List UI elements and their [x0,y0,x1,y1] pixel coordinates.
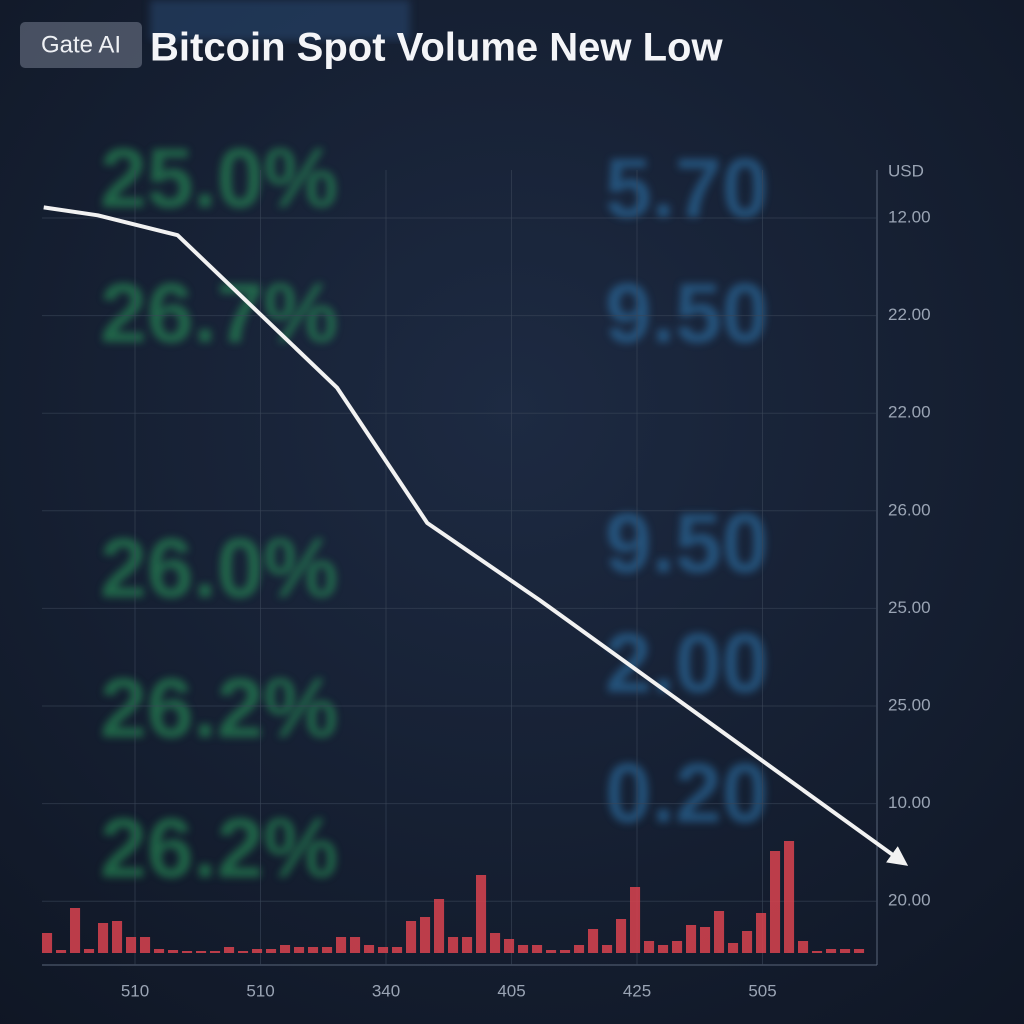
volume-bar [560,950,571,953]
badge: Gate AI [41,31,121,58]
x-tick-label: 510 [246,981,274,1000]
volume-bar [406,921,417,953]
volume-bar [280,945,291,953]
y-tick-label: 25.00 [888,695,931,714]
volume-bar [42,933,53,953]
volume-bar [308,947,319,953]
volume-bar [392,947,403,953]
volume-bar [798,941,809,953]
bg-text: 26.0% [100,521,338,615]
volume-bar [770,851,781,953]
volume-bar [658,945,669,953]
volume-bar [56,950,67,953]
bg-text: 5.70 [605,141,769,235]
volume-bar [140,937,151,953]
y-unit: USD [888,161,924,180]
x-tick-label: 405 [497,981,525,1000]
volume-bar [714,911,725,953]
bg-text: 9.50 [605,266,769,360]
volume-bar [266,949,277,953]
volume-bar [700,927,711,953]
volume-bar [644,941,655,953]
volume-bar [742,931,753,953]
volume-bar [672,941,683,953]
volume-bar [756,913,767,953]
volume-bar [420,917,431,953]
volume-bar [462,937,473,953]
volume-bar [364,945,375,953]
volume-bar [630,887,641,953]
bg-text: 26.2% [100,801,338,895]
volume-bar [434,899,445,953]
volume-bar [504,939,515,953]
price-line [43,205,909,866]
badge-box [20,22,142,68]
bg-text: 9.50 [605,496,769,590]
chart-title: Bitcoin Spot Volume New Low [150,26,723,70]
volume-bar [126,937,137,953]
y-tick-label: 25.00 [888,598,931,617]
volume-bar [224,947,235,953]
volume-bar [378,947,389,953]
x-tick-label: 425 [623,981,651,1000]
volume-bar [322,947,333,953]
volume-bar [70,908,81,953]
volume-bar [546,950,557,953]
bg-glow [150,0,410,40]
volume-bar [588,929,599,953]
bg-text: 26.7% [100,266,338,360]
bg-text: 25.0% [100,131,338,225]
x-tick-label: 510 [121,981,149,1000]
volume-bar [518,945,529,953]
volume-bar [686,925,697,953]
volume-bar [84,949,95,953]
x-tick-label: 505 [748,981,776,1000]
volume-bar [448,937,459,953]
volume-bar [476,875,487,953]
volume-bar [728,943,739,953]
volume-bar [490,933,501,953]
volume-bar [196,951,207,953]
y-tick-label: 22.00 [888,305,931,324]
volume-bar [154,949,165,953]
x-tick-label: 340 [372,981,400,1000]
volume-bar [294,947,305,953]
volume-bar [98,923,109,953]
volume-bar [812,951,823,953]
volume-bar [826,949,837,953]
y-tick-label: 26.00 [888,500,931,519]
y-tick-label: 12.00 [888,207,931,226]
y-tick-label: 22.00 [888,403,931,422]
volume-bar [616,919,627,953]
volume-bar [532,945,543,953]
bg-text: 26.2% [100,661,338,755]
volume-bar [336,937,347,953]
volume-bar [182,951,193,953]
volume-bar [210,951,221,953]
volume-bar [840,949,851,953]
volume-bar [112,921,123,953]
volume-bar [238,951,249,953]
bg-text: 2.00 [605,616,769,710]
volume-bar [854,949,865,953]
volume-bar [350,937,361,953]
volume-bar [252,949,263,953]
y-tick-label: 20.00 [888,891,931,910]
volume-bar [602,945,613,953]
volume-bar [574,945,585,953]
y-tick-label: 10.00 [888,793,931,812]
bg-text: 0.20 [605,746,769,840]
volume-bar [168,950,179,953]
volume-bar [784,841,795,953]
